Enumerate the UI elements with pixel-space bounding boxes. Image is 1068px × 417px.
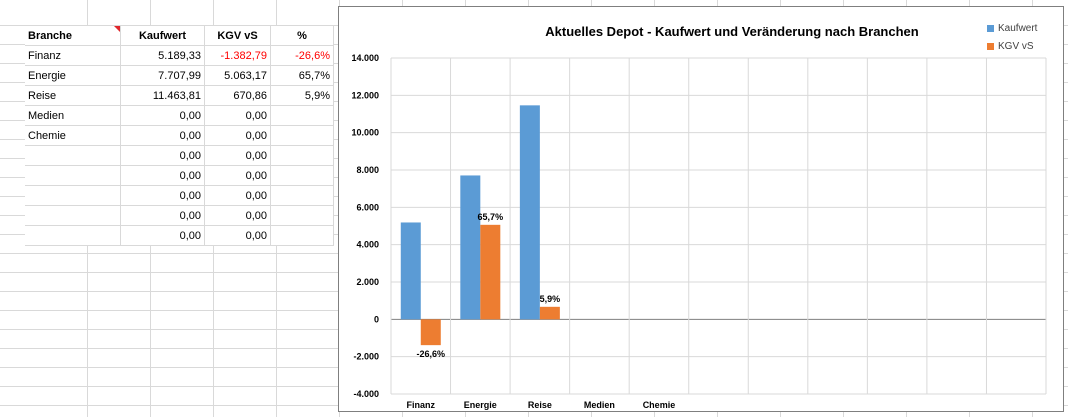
table-row: 0,00 0,00 [25,205,334,226]
x-tick-label: Chemie [643,400,676,410]
y-tick-label: 12.000 [351,90,379,100]
table-cell[interactable]: Medien [25,105,121,126]
y-tick-label: -4.000 [353,389,379,399]
bar-kaufwert-1[interactable] [460,175,481,320]
bar-kgv-vs-2[interactable] [539,306,560,320]
y-tick-label: 0 [374,314,379,324]
table-row: Energie 7.707,99 5.063,17 65,7% [25,65,334,86]
table-cell[interactable]: 0,00 [120,165,205,186]
table-cell[interactable]: 0,00 [204,125,271,146]
table-cell[interactable]: 0,00 [120,185,205,206]
table-cell[interactable]: 65,7% [270,65,334,86]
legend-item[interactable]: Kaufwert [987,19,1037,37]
legend-swatch [987,24,994,32]
table-cell[interactable]: 5.189,33 [120,45,205,66]
table-cell[interactable]: 0,00 [204,105,271,126]
table-cell[interactable] [25,205,121,226]
header-kaufwert[interactable]: Kaufwert [120,26,205,46]
table-cell[interactable]: 5.063,17 [204,65,271,86]
table-cell[interactable] [25,145,121,166]
bar-kaufwert-0[interactable] [400,222,421,320]
table-cell[interactable] [270,125,334,146]
table-cell[interactable] [270,185,334,206]
header-percent[interactable]: % [270,26,334,46]
table-cell[interactable]: 0,00 [120,125,205,146]
y-tick-label: 8.000 [356,165,379,175]
table-row: 0,00 0,00 [25,145,334,166]
table-cell[interactable] [270,205,334,226]
table-cell[interactable] [270,105,334,126]
table-cell[interactable] [25,225,121,246]
y-tick-label: -2.000 [353,352,379,362]
legend-item[interactable]: KGV vS [987,37,1037,55]
table-cell[interactable]: 7.707,99 [120,65,205,86]
data-label: 65,7% [478,212,504,222]
table-row: Medien 0,00 0,00 [25,105,334,126]
table-row: 0,00 0,00 [25,185,334,206]
y-tick-label: 2.000 [356,277,379,287]
chart-title: Aktuelles Depot - Kaufwert und Veränderu… [545,24,919,39]
bar-kgv-vs-0[interactable] [420,319,441,346]
table-cell[interactable] [270,225,334,246]
bar-kgv-vs-1[interactable] [480,224,501,320]
table-cell[interactable]: 0,00 [120,145,205,166]
table-cell[interactable]: -1.382,79 [204,45,271,66]
table-header-row: Branche Kaufwert KGV vS % [25,26,334,46]
bar-chart: Aktuelles Depot - Kaufwert und Veränderu… [351,24,1047,410]
legend-label: KGV vS [998,40,1034,52]
table-cell[interactable]: 0,00 [204,165,271,186]
table-row: 0,00 0,00 [25,165,334,186]
table-cell[interactable]: Finanz [25,45,121,66]
x-tick-label: Medien [584,400,615,410]
table-row: 0,00 0,00 [25,225,334,246]
table-cell[interactable] [25,165,121,186]
legend-swatch [987,42,994,50]
header-kgv[interactable]: KGV vS [204,26,271,46]
table-cell[interactable]: 670,86 [204,85,271,106]
data-table: Branche Kaufwert KGV vS % Finanz 5.189,33… [25,26,334,246]
table-cell[interactable] [25,185,121,206]
table-cell[interactable]: 0,00 [120,205,205,226]
chart-frame[interactable]: Aktuelles Depot - Kaufwert und Veränderu… [338,6,1064,412]
x-tick-label: Energie [464,400,497,410]
table-cell[interactable]: Energie [25,65,121,86]
legend-label: Kaufwert [998,22,1038,34]
table-cell[interactable]: 0,00 [204,145,271,166]
y-tick-label: 4.000 [356,240,379,250]
table-cell[interactable]: 0,00 [204,225,271,246]
data-label: -26,6% [417,349,446,359]
comment-indicator-icon[interactable] [114,26,120,32]
x-tick-label: Finanz [407,400,436,410]
x-tick-label: Reise [528,400,552,410]
table-cell[interactable]: 11.463,81 [120,85,205,106]
table-row: Finanz 5.189,33 -1.382,79 -26,6% [25,45,334,66]
y-tick-label: 14.000 [351,53,379,63]
data-label: 5,9% [540,294,561,304]
table-cell[interactable]: 5,9% [270,85,334,106]
y-tick-label: 10.000 [351,128,379,138]
table-cell[interactable]: 0,00 [204,185,271,206]
table-cell[interactable] [270,165,334,186]
table-cell[interactable]: -26,6% [270,45,334,66]
table-cell[interactable]: Reise [25,85,121,106]
y-tick-label: 6.000 [356,202,379,212]
chart-legend: Kaufwert KGV vS [987,19,1037,55]
table-row: Reise 11.463,81 670,86 5,9% [25,85,334,106]
table-cell[interactable]: 0,00 [120,225,205,246]
table-row: Chemie 0,00 0,00 [25,125,334,146]
table-cell[interactable]: 0,00 [204,205,271,226]
table-cell[interactable] [270,145,334,166]
table-cell[interactable]: 0,00 [120,105,205,126]
bar-kaufwert-2[interactable] [519,105,540,320]
header-branche[interactable]: Branche [25,26,121,46]
table-cell[interactable]: Chemie [25,125,121,146]
